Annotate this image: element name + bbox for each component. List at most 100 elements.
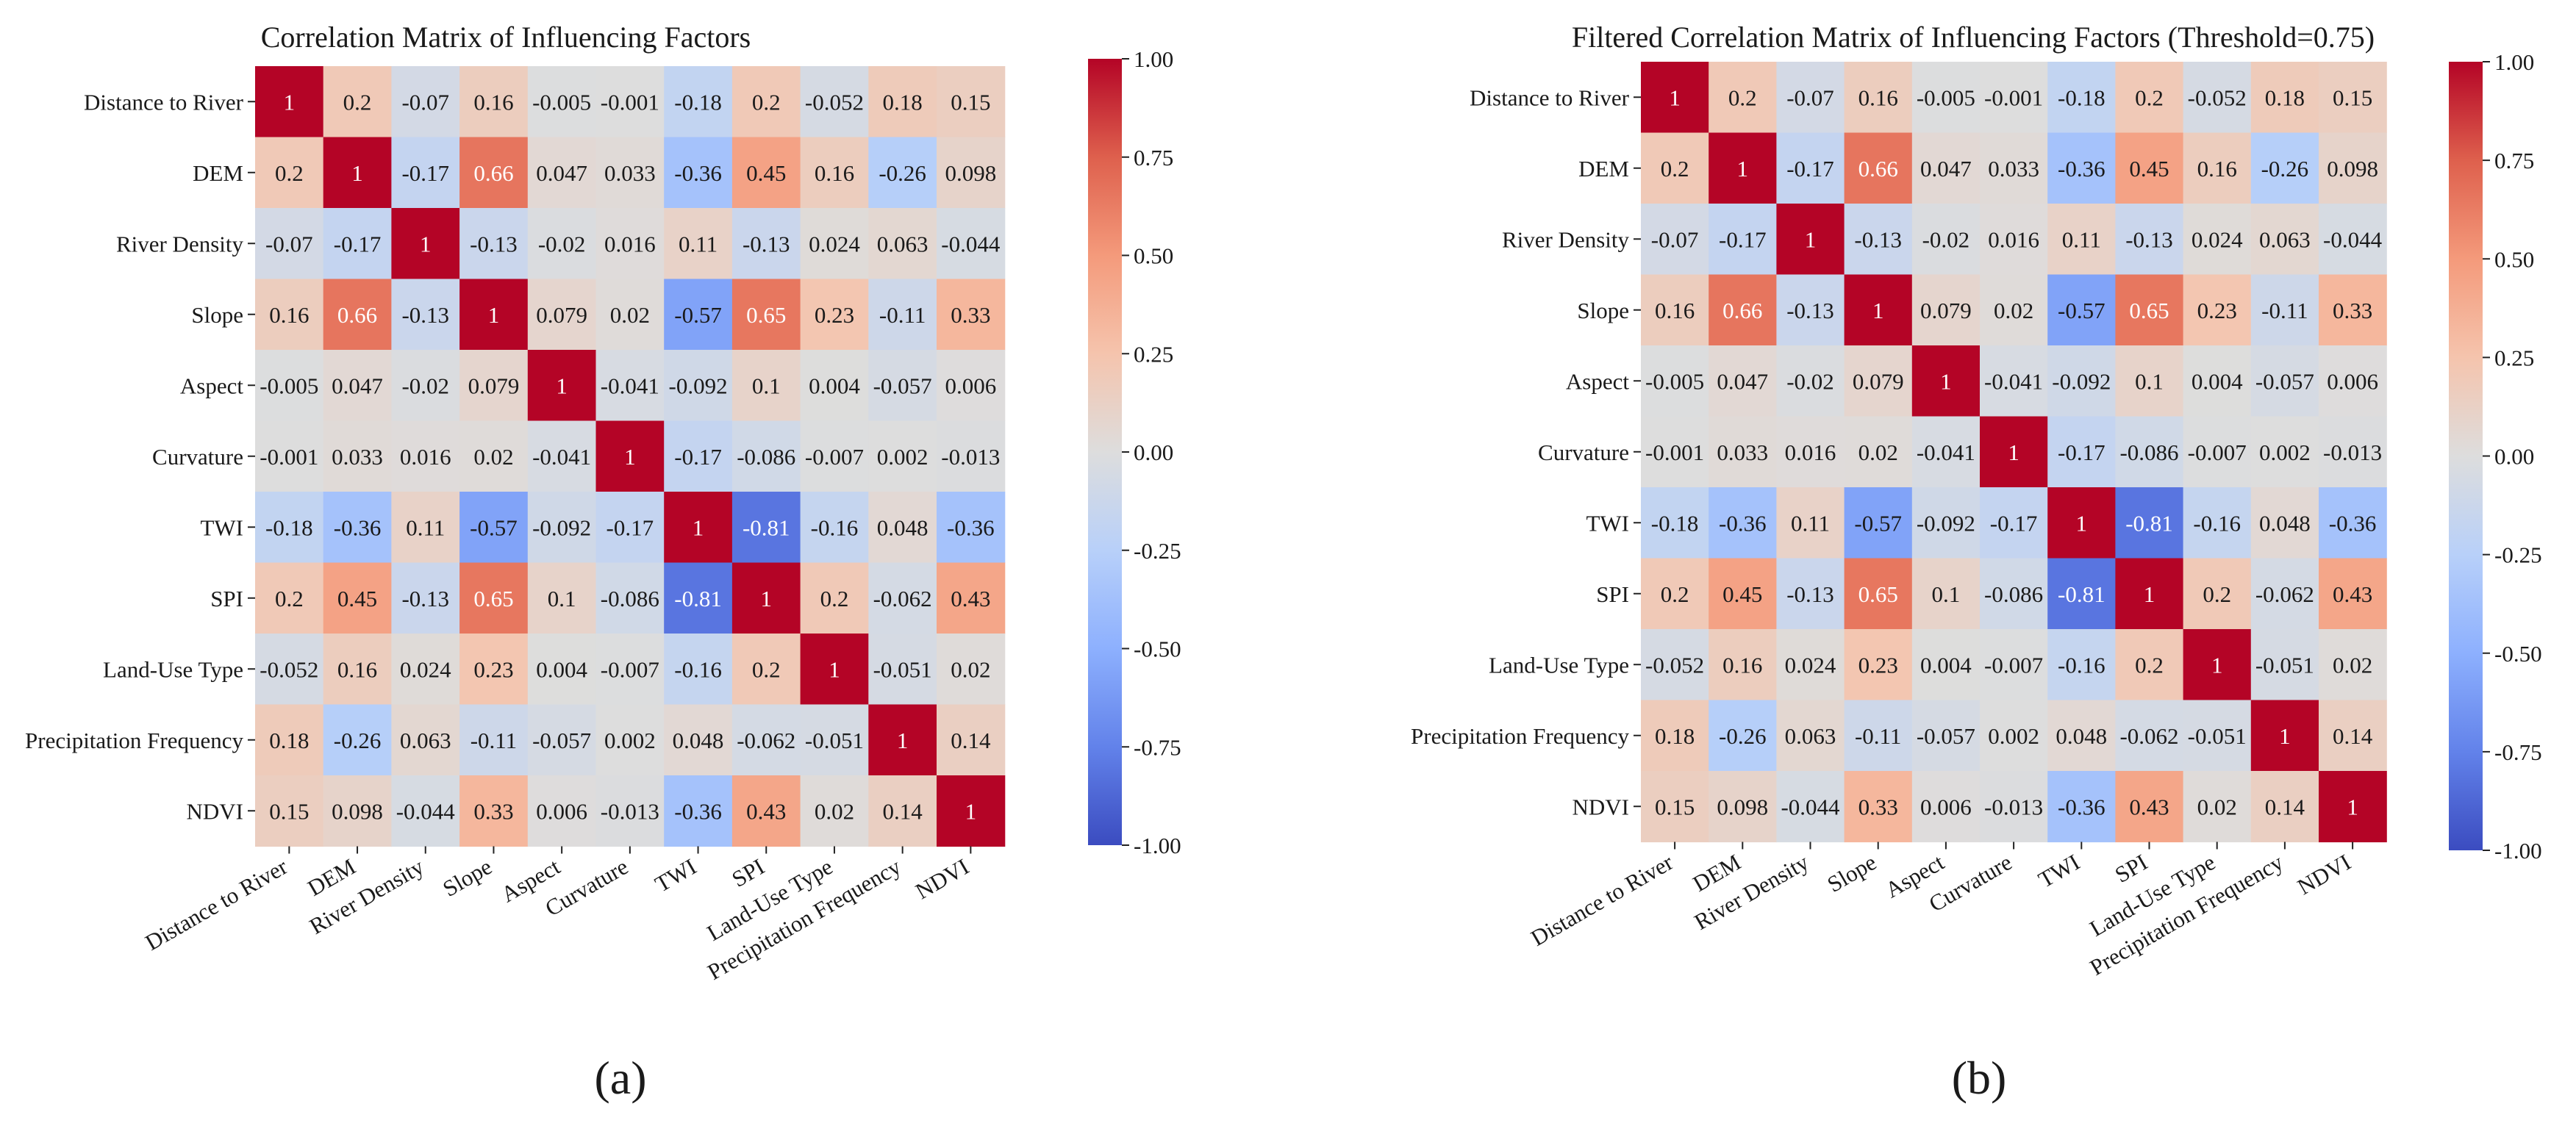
cell-value-label: 0.047 (332, 373, 383, 398)
heatmap-cell (1911, 132, 1981, 204)
cell-value-label: 0.2 (2203, 581, 2231, 607)
cell-value-label: 1 (2008, 439, 2019, 465)
cell-value-label: 0.006 (1920, 794, 1972, 819)
heatmap-cell (595, 137, 665, 209)
cell-value-label: -0.16 (2058, 652, 2105, 678)
heatmap-cell (800, 279, 869, 351)
cell-value-label: 1 (2211, 652, 2223, 678)
heatmap-cell (1844, 204, 1913, 276)
cell-value-label: -0.001 (1645, 439, 1704, 465)
cell-value-label: 1 (420, 231, 432, 256)
cell-value-label: -0.11 (1855, 723, 1901, 749)
x-tick-label: SPI (2111, 849, 2152, 888)
heatmap-cell (1776, 274, 1845, 346)
heatmap-cell (1980, 629, 2048, 701)
heatmap-cell (664, 279, 733, 351)
heatmap-cell (937, 704, 1006, 776)
heatmap-cell (800, 775, 869, 847)
colorbar-tick-label: -0.25 (2494, 542, 2542, 568)
y-tick-label: Precipitation Frequency (1411, 723, 1629, 749)
cell-value-label: -0.057 (2255, 368, 2314, 394)
cell-value-label: -0.07 (1786, 85, 1834, 110)
heatmap-cell (1709, 558, 1777, 630)
heatmap-cell (1911, 487, 1981, 559)
heatmap-cell (2115, 771, 2184, 843)
heatmap-cell (2183, 700, 2252, 772)
heatmap-cell (527, 137, 597, 209)
cell-value-label: 0.15 (951, 89, 990, 115)
heatmap-cell (1911, 62, 1981, 134)
heatmap-cell (800, 634, 869, 706)
heatmap-cell (391, 420, 460, 492)
cell-value-label: 0.66 (337, 302, 377, 328)
cell-value-label: 0.016 (1988, 226, 2039, 252)
cell-value-label: 0.65 (1858, 581, 1898, 607)
cell-value-label: 0.1 (2135, 368, 2164, 394)
cell-value-label: -0.36 (674, 798, 722, 824)
cell-value-label: 1 (965, 798, 977, 824)
heatmap-cell (1980, 558, 2048, 630)
heatmap-cell (255, 634, 324, 706)
colorbar-tick-label: 0.50 (1134, 243, 1173, 269)
cell-value-label: -0.17 (401, 160, 449, 186)
heatmap-cell (255, 775, 324, 847)
cell-value-label: 0.16 (1722, 652, 1762, 678)
cell-value-label: 0.65 (2129, 298, 2169, 323)
heatmap-cell (2183, 487, 2252, 559)
x-tick-label: Distance to River (1526, 849, 1678, 951)
heatmap-cell (323, 66, 392, 138)
cell-value-label: -0.16 (674, 656, 722, 682)
cell-value-label: -0.044 (1781, 794, 1840, 819)
cell-value-label: -0.062 (737, 728, 795, 753)
cell-value-label: 0.004 (1920, 652, 1972, 678)
cell-value-label: 0.33 (951, 302, 990, 328)
heatmap-cell (731, 562, 801, 634)
heatmap-cell (255, 66, 324, 138)
cell-value-label: 1 (351, 160, 363, 186)
cell-value-label: 0.16 (2197, 156, 2237, 182)
cell-value-label: -0.57 (674, 302, 722, 328)
heatmap-cell (1980, 204, 2048, 276)
heatmap-cell (2047, 629, 2116, 701)
heatmap-cell (323, 350, 392, 422)
heatmap-cell (1776, 132, 1845, 204)
colorbar-tick-label: 1.00 (2494, 49, 2534, 75)
colorbar-tick-label: -0.25 (1134, 538, 1181, 564)
heatmap-cell (2250, 204, 2319, 276)
heatmap-cell (255, 704, 324, 776)
heatmap-cell (664, 208, 733, 280)
heatmap-cell (2319, 204, 2387, 276)
cell-value-label: 0.23 (473, 656, 513, 682)
y-tick-label: Slope (191, 302, 243, 328)
cell-value-label: -0.052 (260, 656, 318, 682)
panel-a: Correlation Matrix of Influencing Factor… (25, 21, 1181, 1104)
y-tick-label: DEM (193, 160, 243, 186)
panel-b-label: (b) (1952, 1052, 2007, 1104)
heatmap-cell (2319, 274, 2387, 346)
heatmap-cell (1776, 771, 1845, 843)
cell-value-label: -0.18 (674, 89, 722, 115)
cell-value-label: -0.051 (873, 656, 932, 682)
y-tick-label: Aspect (180, 373, 243, 398)
cell-value-label: 0.43 (2129, 794, 2169, 819)
cell-value-label: 0.02 (610, 302, 650, 328)
heatmap-cell (1709, 771, 1777, 843)
heatmap-cell (595, 704, 665, 776)
heatmap-cell (1709, 62, 1777, 134)
cell-value-label: 0.02 (1858, 439, 1898, 465)
heatmap-cell (1980, 132, 2048, 204)
cell-value-label: 0.002 (1988, 723, 2039, 749)
cell-value-label: 0.15 (2333, 85, 2372, 110)
heatmap-cell (527, 208, 597, 280)
cell-value-label: -0.26 (1719, 723, 1767, 749)
heatmap-cell (2183, 132, 2252, 204)
cell-value-label: -0.052 (1645, 652, 1704, 678)
cell-value-label: 0.1 (752, 373, 781, 398)
cell-value-label: -0.11 (471, 728, 517, 753)
cell-value-label: -0.17 (334, 231, 382, 256)
cell-value-label: -0.17 (2058, 439, 2105, 465)
heatmap-cell (1709, 629, 1777, 701)
cell-value-label: -0.07 (401, 89, 449, 115)
heatmap-cell (323, 704, 392, 776)
cell-value-label: 0.2 (1661, 156, 1689, 182)
